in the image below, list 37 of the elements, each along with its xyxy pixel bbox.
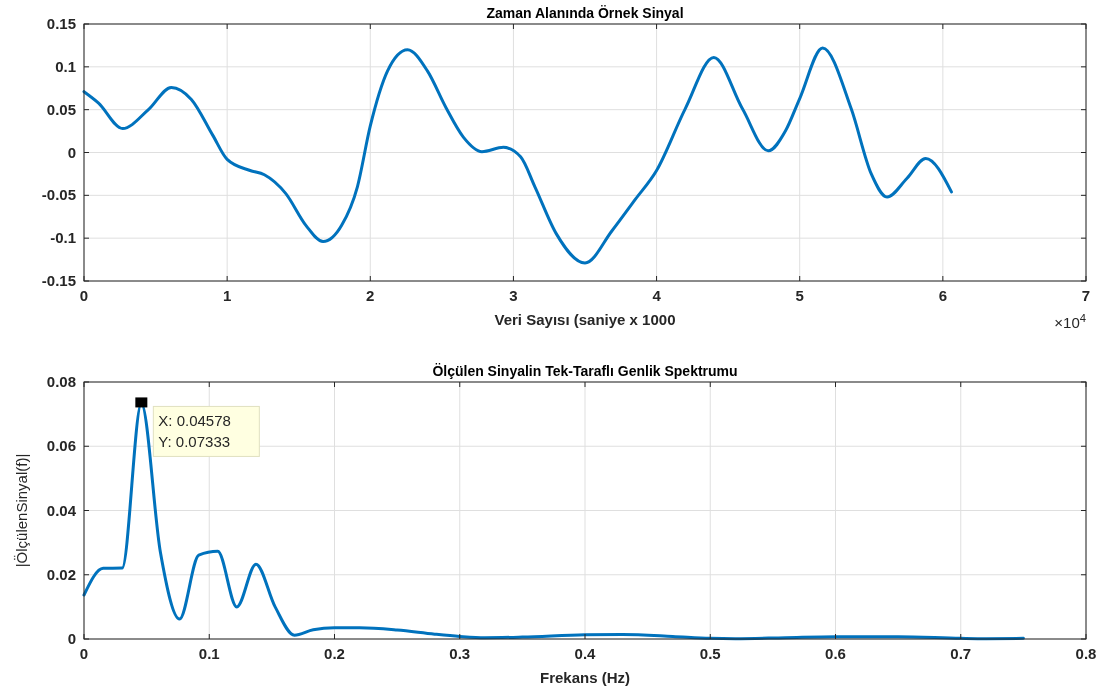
x-tick-label: 0 <box>79 645 89 662</box>
x-tick-label: 0.7 <box>950 645 972 662</box>
y-tick-label: 0 <box>67 630 76 647</box>
y-axis-title: |ÖlçülenSinyal(f)| <box>13 453 30 568</box>
x-tick-label: 7 <box>1081 287 1091 304</box>
x-tick-label: 0.6 <box>825 645 846 662</box>
x-tick-label: 0.1 <box>198 645 220 662</box>
x-tick-label: 0.3 <box>449 645 471 662</box>
y-tick-label: 0.1 <box>55 57 76 75</box>
x-axis-title: Veri Sayısı (saniye x 1000 <box>494 311 676 328</box>
chart-title: Zaman Alanında Örnek Sinyal <box>486 5 684 21</box>
x-tick-label: 0.2 <box>324 645 345 662</box>
y-tick-label: 0.02 <box>46 565 76 583</box>
y-tick-label: 0.04 <box>46 501 77 519</box>
y-tick-label: 0.15 <box>46 15 76 32</box>
x-tick-label: 2 <box>366 287 375 304</box>
chart-title: Ölçülen Sinyalin Tek-Taraflı Genlik Spektrumu <box>432 363 738 379</box>
x-tick-label: 3 <box>509 287 518 304</box>
x-tick-label: 0.4 <box>574 645 597 662</box>
x-tick-label: 6 <box>938 287 948 304</box>
y-tick-label: -0.1 <box>50 229 76 247</box>
y-tick-label: 0.08 <box>46 373 76 390</box>
y-tick-label: 0.06 <box>46 437 76 455</box>
y-tick-label: 0 <box>67 143 76 161</box>
text: ×10$^{4}$ <box>1054 312 1086 331</box>
x-tick-label: 5 <box>795 287 804 304</box>
y-tick-label: 0.05 <box>46 100 76 118</box>
x-tick-label: 1 <box>222 287 232 304</box>
x-axis-title: Frekans (Hz) <box>539 669 631 686</box>
x-tick-label: 0 <box>79 287 89 304</box>
x-tick-label: 0.5 <box>699 645 721 662</box>
x-tick-label: 0.8 <box>1075 645 1097 662</box>
y-tick-label: -0.05 <box>41 186 76 204</box>
annotation: X: 0.04578 Y: 0.07333 <box>158 412 231 451</box>
y-tick-label: -0.15 <box>41 272 76 289</box>
x-tick-label: 4 <box>652 287 662 304</box>
line-series <box>82 46 953 265</box>
